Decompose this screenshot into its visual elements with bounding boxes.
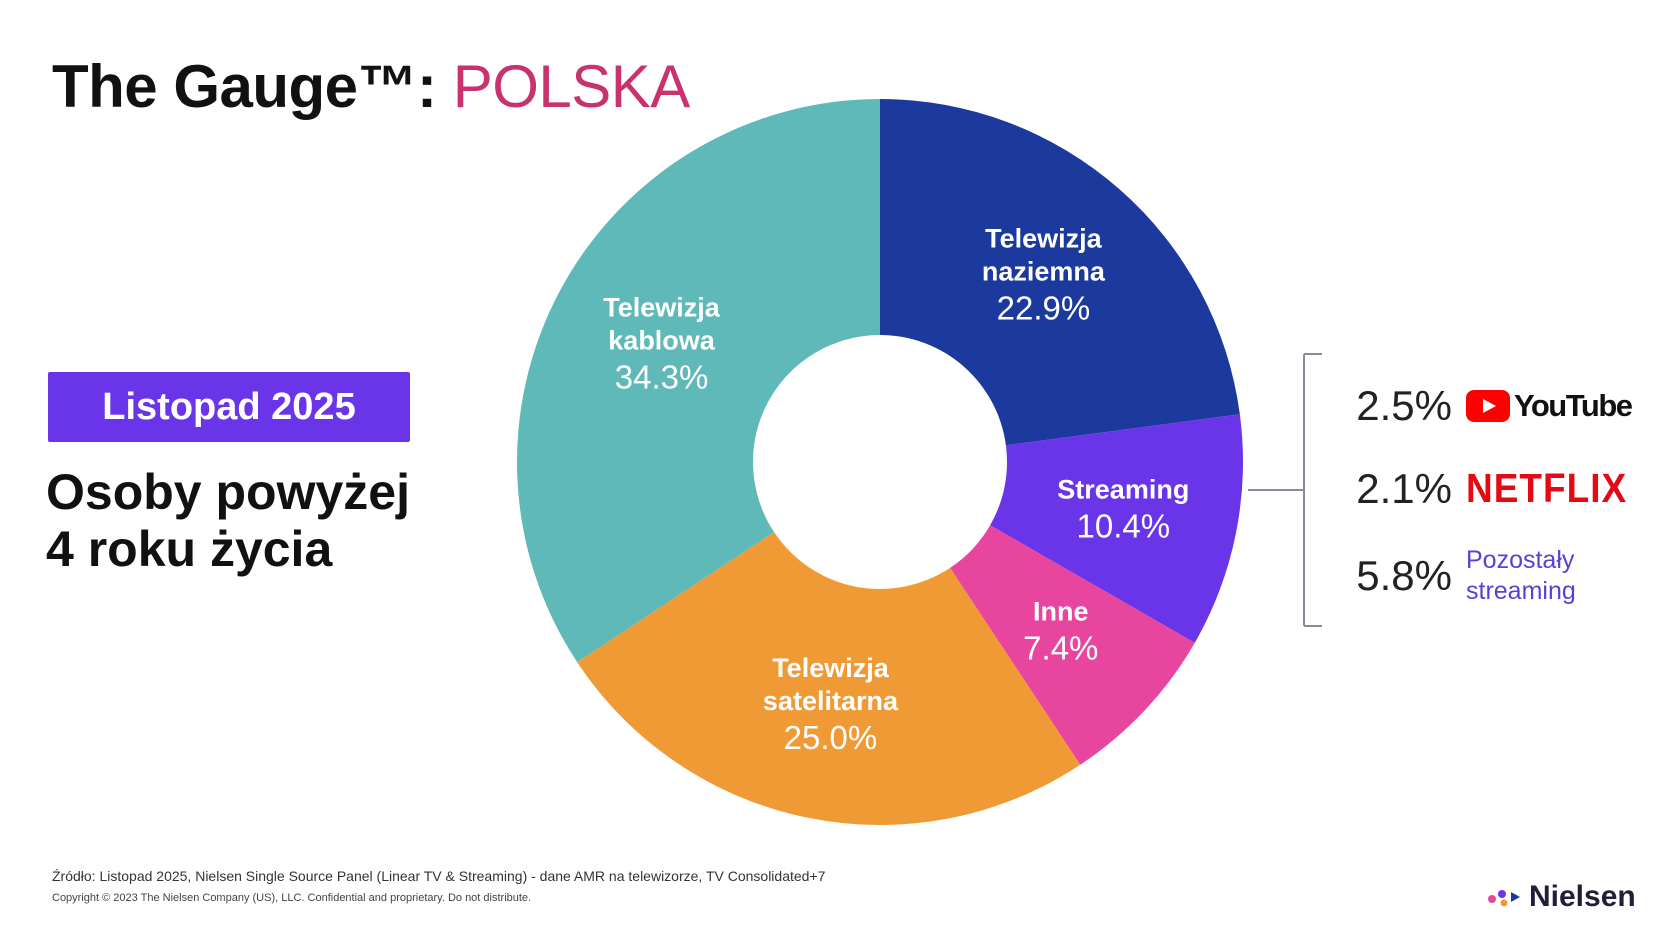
youtube-logo: YouTube (1466, 388, 1633, 424)
audience-label: Osoby powyżej 4 roku życia (46, 464, 506, 578)
donut-slice-3 (577, 532, 1081, 825)
streaming-bracket (1248, 353, 1322, 627)
netflix-logo: NETFLIX (1466, 465, 1628, 511)
period-badge: Listopad 2025 (48, 372, 410, 442)
other-streaming-label-line-1: Pozostały (1466, 546, 1575, 574)
nielsen-dots-icon (1488, 890, 1520, 907)
slice-label-4-line-1: kablowa (608, 326, 716, 356)
slice-value-3: 25.0% (784, 719, 878, 756)
slice-label-1-line-0: Streaming (1057, 475, 1189, 505)
other-streaming-label-line-2: streaming (1466, 577, 1576, 605)
donut-slice-4 (517, 99, 880, 663)
slice-label-3-line-1: satelitarna (763, 686, 899, 716)
nielsen-logo: Nielsen (1487, 880, 1636, 914)
title-main: The Gauge™: (52, 53, 437, 120)
youtube-wordmark: YouTube (1514, 388, 1633, 423)
slice-value-0: 22.9% (997, 289, 1091, 326)
page-title: The Gauge™: POLSKA (52, 52, 690, 121)
source-note: Źródło: Listopad 2025, Nielsen Single So… (52, 868, 826, 884)
slice-value-2: 7.4% (1023, 629, 1098, 666)
donut-slice-1 (990, 414, 1243, 643)
slice-label-0-line-0: Telewizja (985, 223, 1103, 253)
slice-label-4-line-0: Telewizja (603, 293, 721, 323)
slice-label-0-line-1: naziemna (982, 256, 1106, 286)
donut-slice-0 (880, 99, 1240, 446)
slice-label-2-line-0: Inne (1033, 596, 1089, 626)
streaming-breakdown-youtube: 2.5% YouTube (1340, 376, 1633, 436)
slice-label-3-line-0: Telewizja (772, 653, 890, 683)
youtube-play-icon (1466, 390, 1510, 422)
streaming-breakdown-netflix: 2.1% NETFLIX (1340, 459, 1627, 519)
streaming-breakdown-other: 5.8% Pozostały streaming (1340, 546, 1576, 606)
slice-value-4: 34.3% (615, 359, 709, 396)
slice-value-1: 10.4% (1077, 508, 1171, 545)
nielsen-wordmark: Nielsen (1529, 880, 1636, 913)
other-streaming-share-value: 5.8% (1356, 552, 1452, 599)
youtube-share-value: 2.5% (1356, 382, 1452, 429)
audience-line-1: Osoby powyżej (46, 464, 410, 520)
copyright-note: Copyright © 2023 The Nielsen Company (US… (52, 892, 532, 904)
title-accent: POLSKA (452, 53, 691, 120)
netflix-share-value: 2.1% (1356, 465, 1452, 512)
audience-line-2: 4 roku życia (46, 521, 333, 577)
donut-slice-2 (950, 525, 1195, 765)
other-streaming-label: Pozostały streaming (1466, 545, 1576, 607)
